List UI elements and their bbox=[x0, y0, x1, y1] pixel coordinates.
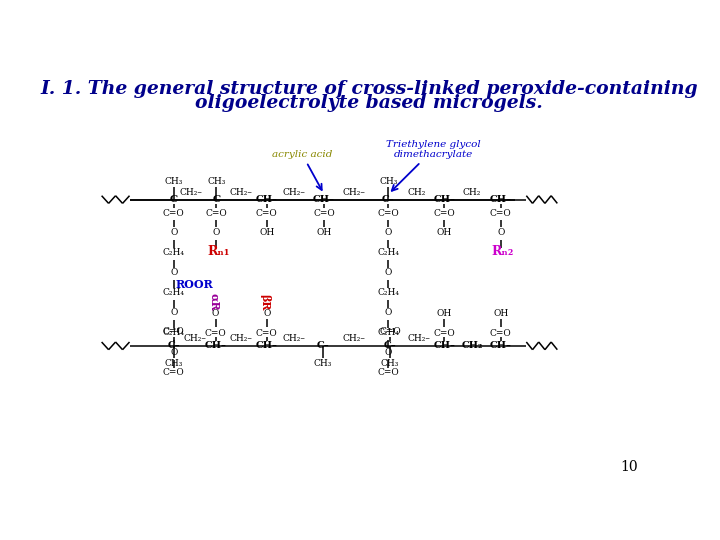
Text: CH–: CH– bbox=[313, 195, 335, 204]
Text: CH₂–: CH₂– bbox=[342, 188, 365, 197]
Text: C=O: C=O bbox=[433, 329, 455, 338]
Text: CH₂–: CH₂– bbox=[342, 334, 365, 343]
Text: CH₃: CH₃ bbox=[207, 177, 225, 186]
Text: CH₃: CH₃ bbox=[164, 359, 183, 368]
Text: CH₃: CH₃ bbox=[164, 177, 183, 186]
Text: αR: αR bbox=[209, 293, 220, 311]
Text: OH: OH bbox=[316, 228, 332, 237]
Text: CH–: CH– bbox=[256, 341, 278, 350]
Text: C=O: C=O bbox=[256, 329, 278, 338]
Text: C=O: C=O bbox=[205, 209, 228, 218]
Text: OH: OH bbox=[436, 309, 452, 318]
Text: Rₙ₂: Rₙ₂ bbox=[491, 245, 513, 259]
Text: O: O bbox=[384, 348, 392, 357]
Text: acrylic acid: acrylic acid bbox=[272, 150, 333, 190]
Text: C=O: C=O bbox=[163, 368, 184, 377]
Text: CH₂–: CH₂– bbox=[282, 334, 305, 343]
Text: O: O bbox=[170, 308, 177, 317]
Text: C₂H₄: C₂H₄ bbox=[163, 328, 185, 338]
Text: C=O: C=O bbox=[379, 327, 401, 336]
Text: I. 1. The general structure of cross-linked peroxide-containing: I. 1. The general structure of cross-lin… bbox=[40, 80, 698, 98]
Text: OH: OH bbox=[259, 228, 274, 237]
Text: O: O bbox=[212, 228, 220, 237]
Text: C=O: C=O bbox=[163, 327, 184, 336]
Text: O: O bbox=[497, 228, 505, 237]
Text: C–: C– bbox=[382, 195, 395, 204]
Text: CH–: CH– bbox=[433, 341, 455, 350]
Text: O: O bbox=[170, 268, 177, 277]
Text: O: O bbox=[170, 228, 177, 237]
Text: CH₂: CH₂ bbox=[407, 188, 426, 197]
Text: C–: C– bbox=[167, 341, 180, 350]
Text: O: O bbox=[263, 309, 271, 318]
Text: CH₃: CH₃ bbox=[379, 177, 397, 186]
Text: C=O: C=O bbox=[256, 209, 278, 218]
Text: CH₃: CH₃ bbox=[381, 359, 399, 368]
Text: O: O bbox=[170, 348, 177, 357]
Text: CH–: CH– bbox=[256, 195, 278, 204]
Text: C: C bbox=[170, 195, 178, 204]
Text: OH: OH bbox=[436, 228, 452, 237]
Text: C: C bbox=[212, 195, 220, 204]
Text: CH–: CH– bbox=[490, 195, 512, 204]
Text: CH₂–: CH₂– bbox=[408, 334, 431, 343]
Text: 10: 10 bbox=[620, 460, 637, 474]
Text: CH₂–: CH₂– bbox=[230, 334, 253, 343]
Text: βR: βR bbox=[260, 294, 271, 310]
Text: C=O: C=O bbox=[490, 329, 512, 338]
Text: C=O: C=O bbox=[313, 209, 335, 218]
Text: CH–: CH– bbox=[204, 341, 227, 350]
Text: Rₙ₁: Rₙ₁ bbox=[207, 245, 230, 259]
Text: C₂H₄: C₂H₄ bbox=[163, 248, 185, 257]
Text: O: O bbox=[384, 268, 392, 277]
Text: CH₂–: CH₂– bbox=[282, 188, 305, 197]
Text: O: O bbox=[384, 228, 392, 237]
Text: C₂H₄: C₂H₄ bbox=[163, 288, 185, 297]
Text: CH–: CH– bbox=[490, 341, 512, 350]
Text: CH₂–: CH₂– bbox=[183, 334, 206, 343]
Text: C=O: C=O bbox=[377, 368, 400, 377]
Text: C=O: C=O bbox=[204, 329, 226, 338]
Text: O: O bbox=[212, 309, 219, 318]
Text: CH₂: CH₂ bbox=[463, 188, 481, 197]
Text: O: O bbox=[384, 308, 392, 317]
Text: Triethylene glycol
dimethacrylate: Triethylene glycol dimethacrylate bbox=[386, 140, 481, 191]
Text: CH–: CH– bbox=[433, 195, 455, 204]
Text: CH₂: CH₂ bbox=[462, 341, 483, 350]
Text: C=O: C=O bbox=[377, 209, 400, 218]
Text: ROOR: ROOR bbox=[176, 279, 214, 290]
Text: C₂H₄: C₂H₄ bbox=[377, 288, 400, 297]
Text: C₂H₄: C₂H₄ bbox=[377, 328, 400, 338]
Text: C–: C– bbox=[316, 341, 329, 350]
Text: C=O: C=O bbox=[433, 209, 455, 218]
Text: CH₃: CH₃ bbox=[313, 359, 332, 368]
Text: C=O: C=O bbox=[490, 209, 512, 218]
Text: C₂H₄: C₂H₄ bbox=[377, 248, 400, 257]
Text: CH₂–: CH₂– bbox=[179, 188, 202, 197]
Text: OH: OH bbox=[493, 309, 508, 318]
Text: C–: C– bbox=[384, 341, 396, 350]
Text: CH₂–: CH₂– bbox=[230, 188, 253, 197]
Text: oligoelectrolyte based microgels.: oligoelectrolyte based microgels. bbox=[195, 93, 543, 112]
Text: C=O: C=O bbox=[163, 209, 184, 218]
